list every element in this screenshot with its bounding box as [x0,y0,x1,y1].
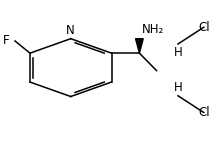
Text: N: N [66,24,75,37]
Text: NH₂: NH₂ [141,23,164,36]
Text: Cl: Cl [198,21,209,34]
Text: Cl: Cl [198,106,209,119]
Text: H: H [174,81,182,94]
Text: F: F [3,34,10,47]
Polygon shape [136,39,143,53]
Text: H: H [174,46,182,59]
